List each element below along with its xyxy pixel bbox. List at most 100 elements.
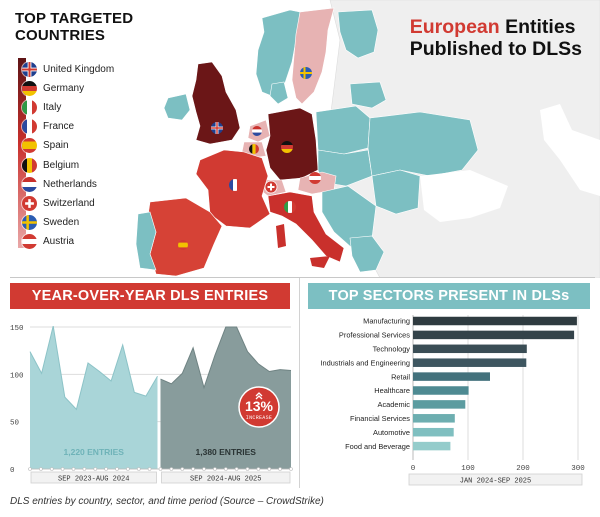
yoy-area-series-2 [160,327,291,469]
europe-map-panel: TOP TARGETED COUNTRIES United Kingdom Ger… [15,0,600,278]
map-flag-belgium [249,144,259,154]
yoy-x-tick-marker [234,467,239,471]
yoy-x-tick-marker [39,467,43,471]
europe-map [135,0,600,278]
yoy-x-tick-marker [115,467,119,471]
spain-flag-icon [22,138,37,154]
yoy-area-series-1 [30,326,158,469]
map-country-baltics [349,81,387,109]
map-country-sweden [291,7,335,105]
map-black-sea [420,170,508,222]
yoy-period-box [30,471,157,484]
sector-bar [413,316,577,326]
headline-accent: European [409,16,500,38]
legend-title-line2: COUNTRIES [15,27,106,44]
sectors-x-tick-label: 0 [411,465,416,473]
legend-label: Spain [43,140,69,152]
legend-item: Italy [22,98,114,117]
map-flag-austria [309,172,321,184]
yoy-x-tick-marker [60,467,65,471]
yoy-x-tick-marker [71,467,76,471]
yoy-area-chart: 0 50 100 150 1,220 ENTRIES SEP 2023-AUG 2024 1… [10,325,293,484]
sector-label: Healthcare [374,386,410,395]
yoy-series-total-label: 1,380 ENTRIES [196,447,257,457]
legend-label: Belgium [43,159,80,171]
sector-bar [413,372,490,381]
yoy-x-tick-marker [126,467,130,471]
france-flag-icon [22,119,37,135]
sector-bar [413,427,454,437]
headline-line2: Published to DLSs [409,38,582,60]
yoy-x-tick-marker [289,467,293,471]
sector-bar [413,386,469,395]
yoy-x-tick-marker [93,467,98,471]
map-country-denmark [269,81,289,105]
yoy-x-tick-marker [180,467,185,471]
yoy-x-tick-marker [49,467,54,471]
legend-title-line1: TOP TARGETED [15,10,134,27]
netherlands-flag-icon [22,176,37,192]
yoy-period-box [161,471,291,484]
map-flag-sweden [300,67,312,79]
legend-item: Switzerland [22,194,114,213]
legend-title: TOP TARGETED COUNTRIES [15,10,133,44]
yoy-x-tick-marker [202,467,206,471]
map-flag-italy [284,201,296,213]
map-island-sicily [310,256,330,268]
headline: European Entities Published to DLSs [410,16,582,60]
yoy-line-series-2 [160,326,292,390]
legend-label: Italy [43,102,62,114]
legend-item: Germany [22,79,114,98]
legend-item: Austria [22,232,114,251]
yoy-y-tick-label: 0 [10,467,15,475]
legend-label: United Kingdom [43,64,115,76]
double-chevron-up-icon [255,392,263,400]
map-island-sardinia [276,224,286,248]
yoy-x-tick-marker [28,467,32,471]
sector-bar [413,414,455,423]
increase-badge-value: 13% [245,398,274,414]
yoy-x-tick-marker [245,467,250,471]
yoy-x-tick-marker [104,467,108,471]
sector-bar [413,330,575,340]
legend-item: Spain [22,136,114,155]
sector-label: Technology [373,345,411,354]
map-country-uk [191,61,241,145]
yoy-x-tick-marker [191,467,195,471]
uk-flag-icon [22,62,37,78]
sector-bar [413,441,451,451]
yoy-x-tick-marker [278,467,282,471]
map-caspian-sea [540,104,600,196]
legend-item: France [22,117,114,136]
map-country-finland [337,9,379,59]
legend-label: Switzerland [43,197,95,209]
legend-item: Belgium [22,155,114,174]
legend-label: Sweden [43,216,80,228]
map-flag-france [229,179,241,191]
map-flag-germany [281,141,293,153]
column-divider [299,278,300,488]
yoy-line-series-1 [29,325,158,411]
map-country-ukraine [367,111,479,177]
belgium-flag-icon [22,157,37,173]
sector-label: Academic [378,400,411,409]
sectors-period-box [408,473,583,486]
sector-bar [413,344,527,354]
yoy-x-tick-marker [256,467,261,471]
yoy-period-label: SEP 2024-AUG 2025 [190,476,261,484]
sweden-flag-icon [22,214,37,230]
yoy-x-tick-marker [169,467,174,471]
section-divider [10,277,595,278]
yoy-x-tick-marker [137,467,141,471]
yoy-x-tick-marker [158,467,163,471]
legend-item: Netherlands [22,175,114,194]
italy-flag-icon [22,100,37,116]
austria-flag-icon [22,233,37,249]
infographic: TOP TARGETED COUNTRIES United Kingdom Ger… [10,0,600,488]
sector-label: Food and Beverage [345,442,410,451]
germany-flag-icon [22,81,37,97]
yoy-x-tick-marker [267,467,272,471]
yoy-x-tick-marker [213,467,217,471]
sector-bar [413,358,527,367]
sectors-bar-chart: 0 100 200 300 Manufacturing Professional Serv… [320,315,585,486]
